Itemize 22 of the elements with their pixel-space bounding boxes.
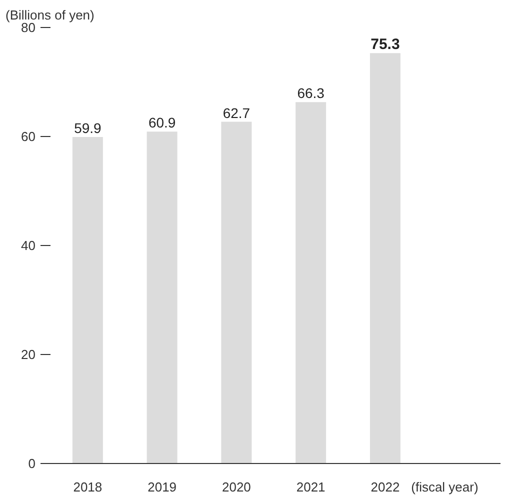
bar [146, 132, 178, 464]
x-tick-label: 2019 [148, 480, 177, 494]
bar [296, 102, 326, 464]
bar [370, 53, 400, 464]
y-axis-title: (Billions of yen) [6, 8, 94, 22]
bar [221, 122, 252, 464]
x-tick-label: 2020 [222, 480, 251, 494]
y-tick-label: 20 [21, 347, 36, 362]
x-tick-label: 2018 [73, 480, 102, 494]
y-tick-label: 0 [28, 456, 36, 471]
y-tick-label: 60 [21, 129, 36, 144]
x-tick-label: 2022 [370, 480, 400, 494]
data-label: 75.3 [370, 36, 400, 54]
y-tick-label: 80 [21, 20, 36, 35]
x-axis-title: (fiscal year) [411, 480, 478, 494]
data-label: 62.7 [222, 104, 250, 121]
data-label: 59.9 [74, 120, 102, 136]
x-tick-label: 2021 [296, 480, 326, 494]
data-label: 66.3 [297, 85, 325, 102]
bar [72, 137, 103, 464]
data-label: 60.9 [148, 114, 176, 131]
y-tick-label: 40 [21, 238, 36, 253]
